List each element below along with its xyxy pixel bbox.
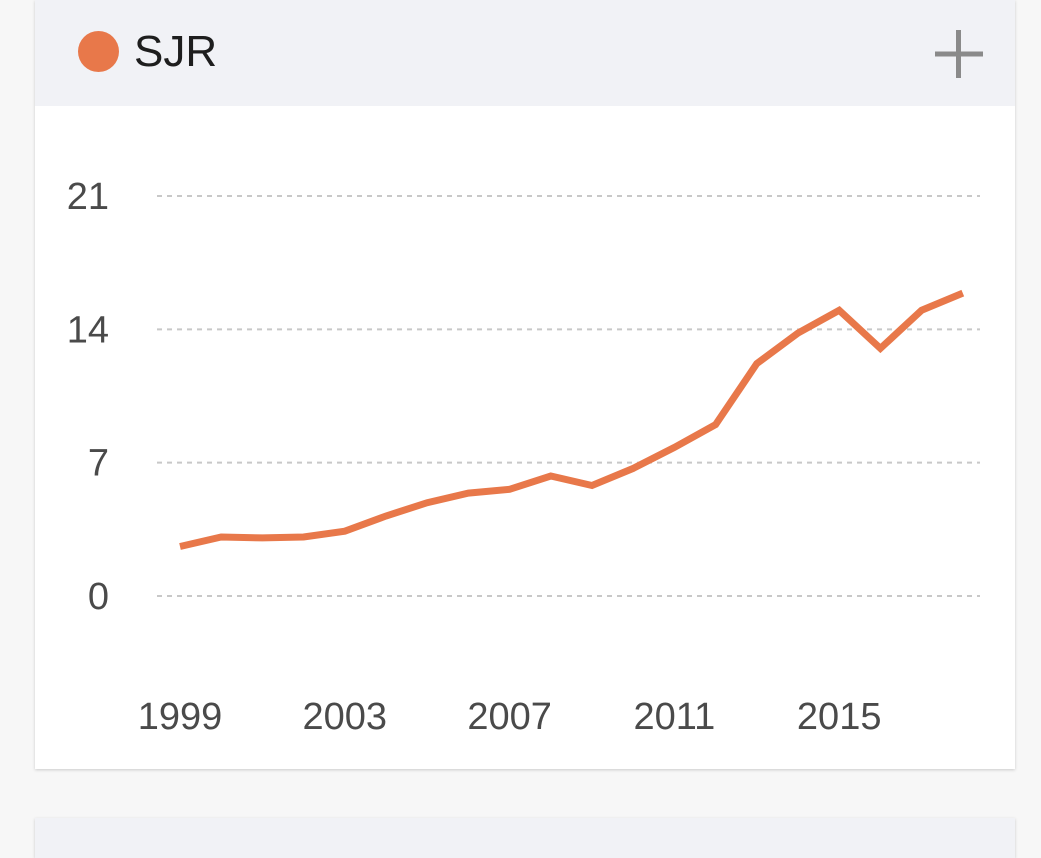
y-tick-label: 0 (88, 576, 109, 618)
x-tick-label: 2011 (634, 696, 716, 738)
series-line (179, 289, 965, 550)
card-title: SJR (134, 27, 218, 76)
card-header: SJR (35, 0, 1015, 106)
x-tick-label: 1999 (138, 696, 223, 738)
legend-dot-icon (78, 31, 119, 72)
x-tick-label: 2007 (467, 696, 552, 738)
y-tick-label: 21 (67, 176, 109, 218)
line-chart: 0 7 14 21 1999 2003 2007 2011 2015 (67, 176, 980, 738)
next-card (35, 818, 1015, 858)
y-tick-label: 14 (67, 309, 109, 351)
sjr-chart-card: SJR 0 7 14 21 1999 2003 2007 2011 2015 (35, 0, 1015, 769)
x-tick-label: 2015 (797, 696, 882, 738)
x-tick-label: 2003 (303, 696, 388, 738)
plus-icon (935, 30, 983, 78)
expand-plus-button[interactable] (933, 28, 985, 80)
y-tick-label: 7 (88, 443, 109, 485)
